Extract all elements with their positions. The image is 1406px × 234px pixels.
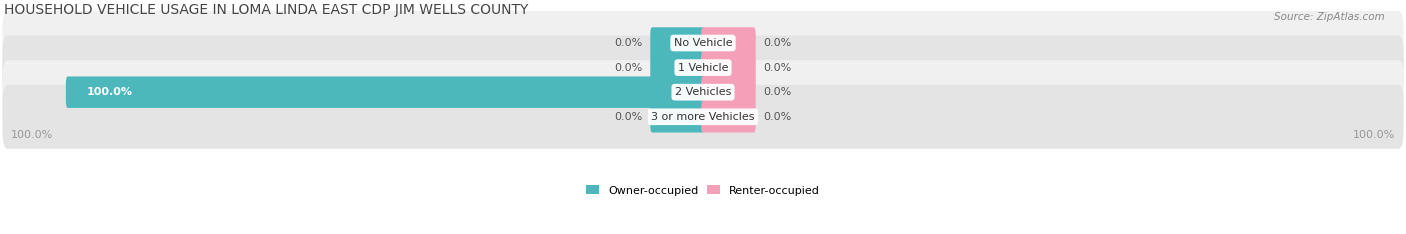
- FancyBboxPatch shape: [702, 27, 755, 59]
- Text: 0.0%: 0.0%: [763, 87, 792, 97]
- Text: 0.0%: 0.0%: [763, 38, 792, 48]
- Text: 0.0%: 0.0%: [763, 112, 792, 122]
- FancyBboxPatch shape: [651, 101, 704, 132]
- FancyBboxPatch shape: [66, 77, 704, 108]
- Text: 0.0%: 0.0%: [614, 38, 643, 48]
- FancyBboxPatch shape: [651, 52, 704, 83]
- FancyBboxPatch shape: [651, 27, 704, 59]
- Text: Source: ZipAtlas.com: Source: ZipAtlas.com: [1274, 12, 1385, 22]
- Text: 0.0%: 0.0%: [614, 63, 643, 73]
- Text: 1 Vehicle: 1 Vehicle: [678, 63, 728, 73]
- FancyBboxPatch shape: [3, 85, 1403, 149]
- Text: 0.0%: 0.0%: [763, 63, 792, 73]
- FancyBboxPatch shape: [702, 101, 755, 132]
- FancyBboxPatch shape: [702, 77, 755, 108]
- Text: 0.0%: 0.0%: [614, 112, 643, 122]
- Legend: Owner-occupied, Renter-occupied: Owner-occupied, Renter-occupied: [586, 185, 820, 196]
- FancyBboxPatch shape: [702, 52, 755, 83]
- FancyBboxPatch shape: [3, 60, 1403, 124]
- FancyBboxPatch shape: [3, 11, 1403, 75]
- Text: 3 or more Vehicles: 3 or more Vehicles: [651, 112, 755, 122]
- Text: 100.0%: 100.0%: [11, 130, 53, 140]
- Text: 100.0%: 100.0%: [87, 87, 132, 97]
- Text: 2 Vehicles: 2 Vehicles: [675, 87, 731, 97]
- Text: HOUSEHOLD VEHICLE USAGE IN LOMA LINDA EAST CDP JIM WELLS COUNTY: HOUSEHOLD VEHICLE USAGE IN LOMA LINDA EA…: [4, 3, 529, 17]
- Text: No Vehicle: No Vehicle: [673, 38, 733, 48]
- Text: 100.0%: 100.0%: [1353, 130, 1395, 140]
- FancyBboxPatch shape: [3, 36, 1403, 99]
